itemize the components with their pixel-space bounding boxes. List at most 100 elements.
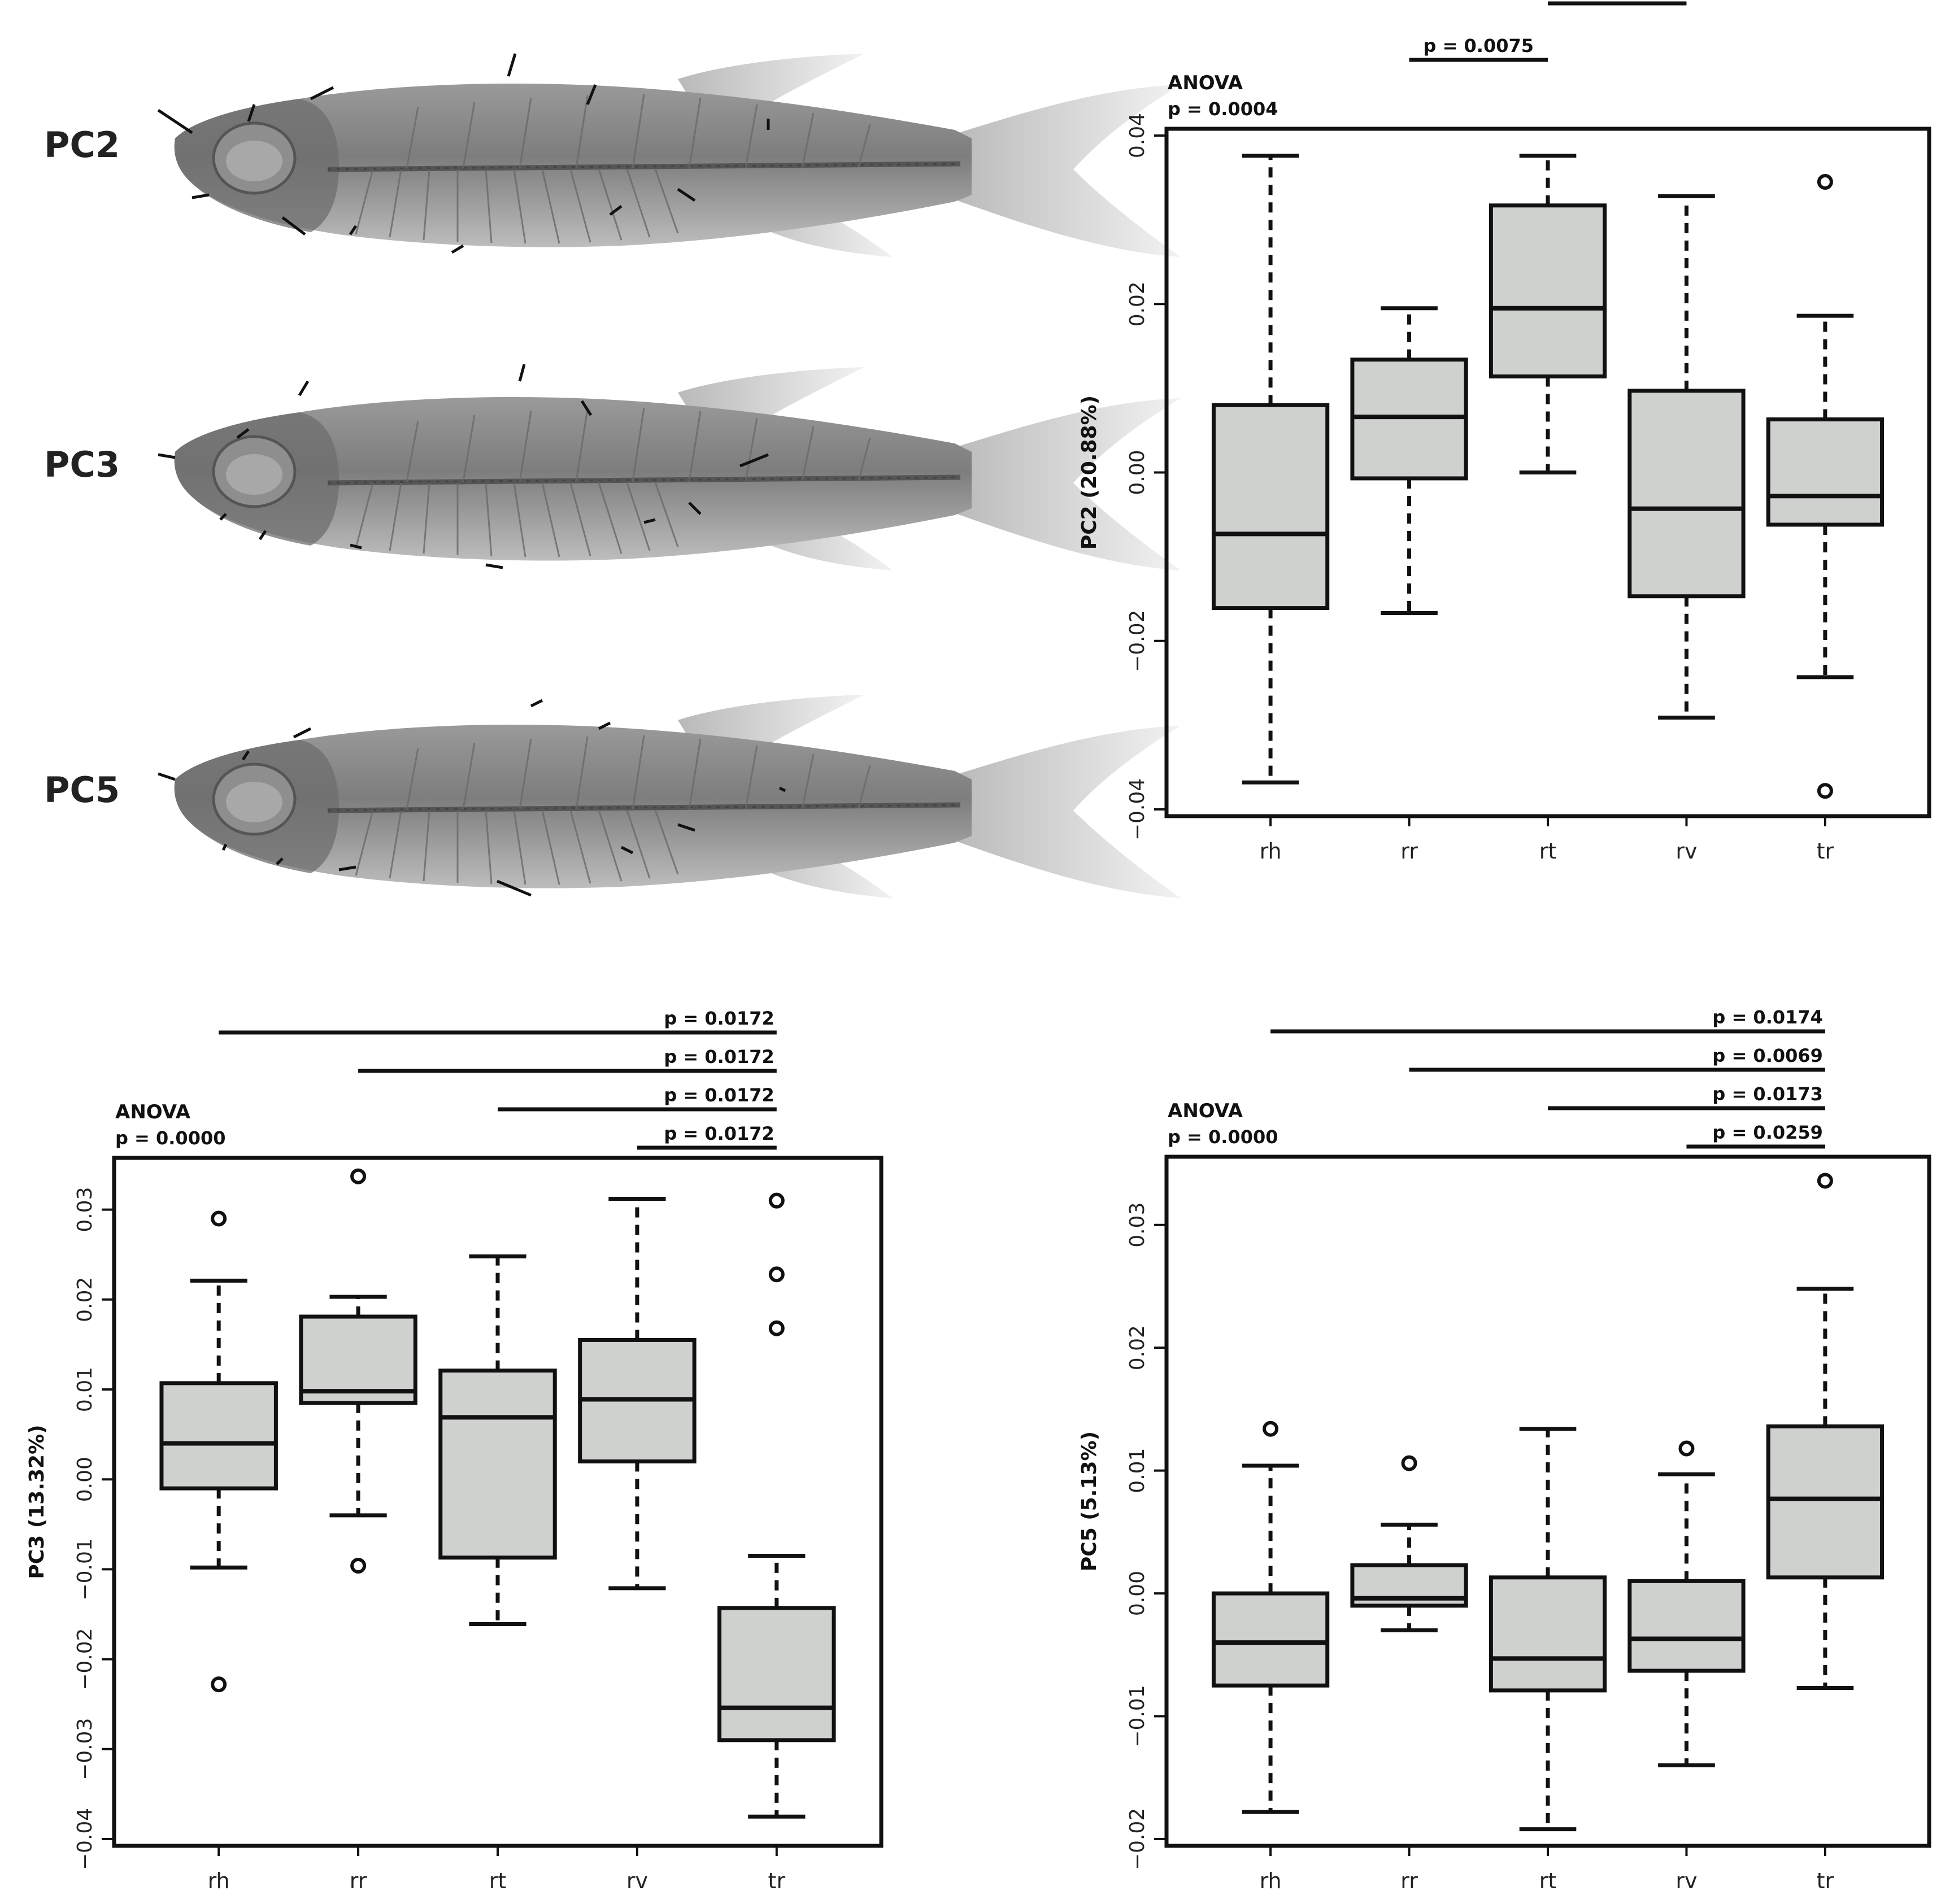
x-tick-label-tr: tr	[768, 1868, 786, 1893]
landmark-vector	[620, 846, 634, 855]
outlier-point	[1817, 1173, 1833, 1189]
y-tick-label: 0.01	[1126, 1448, 1149, 1493]
outlier-point	[768, 1266, 785, 1283]
box-iqr	[1489, 1575, 1607, 1693]
anova-label: ANOVA	[1168, 72, 1243, 94]
box-iqr	[717, 1606, 836, 1742]
y-tick-label: 0.01	[73, 1367, 97, 1412]
x-tick-label-rv: rv	[1676, 1868, 1697, 1893]
y-tick-label: 0.00	[73, 1457, 97, 1502]
fish-specimen-pc5	[158, 695, 1181, 898]
outlier-point	[768, 1320, 785, 1336]
box-rv	[578, 1196, 697, 1591]
boxplot-pc2: −0.04 −0.02 0.00 0.02 0.04 PC2 (20.88%) rh rr rt…	[1078, 1, 1931, 864]
x-tick-label-tr: tr	[1817, 1868, 1834, 1893]
y-tick-label: −0.01	[73, 1538, 97, 1600]
box-rr	[1350, 1455, 1468, 1632]
y-axis: −0.04 −0.02 0.00 0.02 0.04	[1126, 113, 1168, 840]
y-tick-label: −0.03	[73, 1718, 97, 1780]
landmark-vector	[586, 84, 597, 105]
landmark-vector	[643, 518, 656, 524]
landmark-vector	[688, 502, 702, 515]
landmark-vector	[739, 453, 769, 468]
x-tick-label-rh: rh	[208, 1868, 230, 1893]
outlier-point	[1678, 1440, 1695, 1457]
box-iqr	[1211, 403, 1330, 611]
boxplot-panels: −0.04 −0.02 0.00 0.02 0.04 PC2 (20.88%) rh rr rt…	[25, 1, 1931, 1893]
landmark-vector	[192, 193, 210, 199]
box-iqr	[1766, 1424, 1885, 1580]
y-tick-label: −0.02	[73, 1628, 97, 1690]
y-tick-label: 0.03	[73, 1187, 97, 1232]
box-rr	[299, 1168, 417, 1574]
y-axis-label: PC5 (5.13%)	[1078, 1431, 1101, 1571]
y-axis: −0.04 −0.03 −0.02 −0.01 0.00 0.01 0.02 0.03	[73, 1187, 115, 1870]
anova-label: ANOVA	[1168, 1100, 1243, 1122]
landmark-vector	[157, 108, 193, 134]
x-tick-label-rt: rt	[1539, 1868, 1557, 1893]
landmark-vector	[310, 86, 334, 101]
landmark-vectors	[158, 699, 786, 897]
comparison-p-label-rh-tr: p = 0.0174	[1712, 1007, 1822, 1028]
outlier-point	[211, 1676, 227, 1693]
landmark-vector	[349, 225, 358, 236]
outlier-point	[1401, 1455, 1417, 1471]
landmark-vector	[530, 699, 543, 708]
x-tick-label-tr: tr	[1817, 839, 1834, 864]
comparison-p-label-rv-tr: p = 0.0259	[1712, 1122, 1822, 1143]
y-tick-label: 0.02	[1126, 281, 1149, 326]
fish-specimens	[157, 53, 1181, 898]
fish-specimen-pc2	[157, 53, 1181, 257]
landmark-vector	[609, 205, 623, 216]
landmark-vector	[293, 727, 312, 739]
landmark-vector	[677, 823, 695, 832]
landmark-vector	[236, 428, 250, 439]
anova-p-value: p = 0.0000	[1168, 1126, 1278, 1148]
y-tick-label: −0.04	[1126, 778, 1149, 840]
landmark-vector	[451, 244, 464, 254]
landmark-vector	[507, 53, 517, 77]
outlier-point	[350, 1168, 367, 1184]
outlier-point	[1817, 783, 1833, 799]
box-rt	[1489, 154, 1607, 474]
box-iqr	[299, 1314, 417, 1405]
x-axis: rh rr rt rv tr	[1260, 816, 1834, 864]
landmark-vector	[677, 188, 696, 202]
y-axis-label: PC3 (13.32%)	[25, 1424, 49, 1579]
landmark-vectors	[158, 364, 769, 569]
y-tick-label: 0.04	[1126, 113, 1149, 158]
x-axis: rh rr rt rv tr	[208, 1846, 786, 1893]
box-rv	[1627, 194, 1746, 720]
box-tr	[1766, 174, 1885, 799]
y-tick-label: 0.03	[1126, 1202, 1149, 1248]
landmark-vector	[247, 104, 256, 122]
x-tick-label-rv: rv	[626, 1868, 648, 1893]
landmark-vector	[298, 380, 310, 397]
box-rr	[1350, 306, 1468, 616]
box-rh	[1211, 1421, 1330, 1814]
landmark-vector	[485, 563, 503, 569]
landmark-vectors	[157, 53, 770, 254]
box-rt	[438, 1254, 557, 1627]
landmark-vector	[338, 865, 356, 872]
anova-label: ANOVA	[115, 1101, 191, 1123]
x-tick-label-rr: rr	[1400, 1868, 1418, 1893]
y-tick-label: 0.02	[1126, 1325, 1149, 1370]
outlier-point	[211, 1210, 227, 1227]
anova-p-value: p = 0.0000	[115, 1127, 225, 1149]
landmark-vector	[281, 216, 306, 236]
landmark-vector	[778, 786, 786, 792]
box-rv	[1627, 1440, 1746, 1768]
anova-annotation: ANOVA p = 0.0000	[1168, 1100, 1278, 1148]
landmark-vector	[518, 364, 526, 382]
y-tick-label: −0.01	[1126, 1685, 1149, 1747]
box-rh	[159, 1210, 278, 1693]
box-iqr	[1627, 1579, 1746, 1673]
comparison-p-label-rr-tr: p = 0.0172	[664, 1046, 774, 1068]
pairwise-comparisons: p = 0.0172 p = 0.0172 p = 0.0172 p = 0.0172	[219, 1008, 777, 1150]
comparison-p-label-rt-tr: p = 0.0172	[664, 1084, 774, 1106]
comparison-p-label-rr-rt: p = 0.0075	[1424, 35, 1534, 56]
